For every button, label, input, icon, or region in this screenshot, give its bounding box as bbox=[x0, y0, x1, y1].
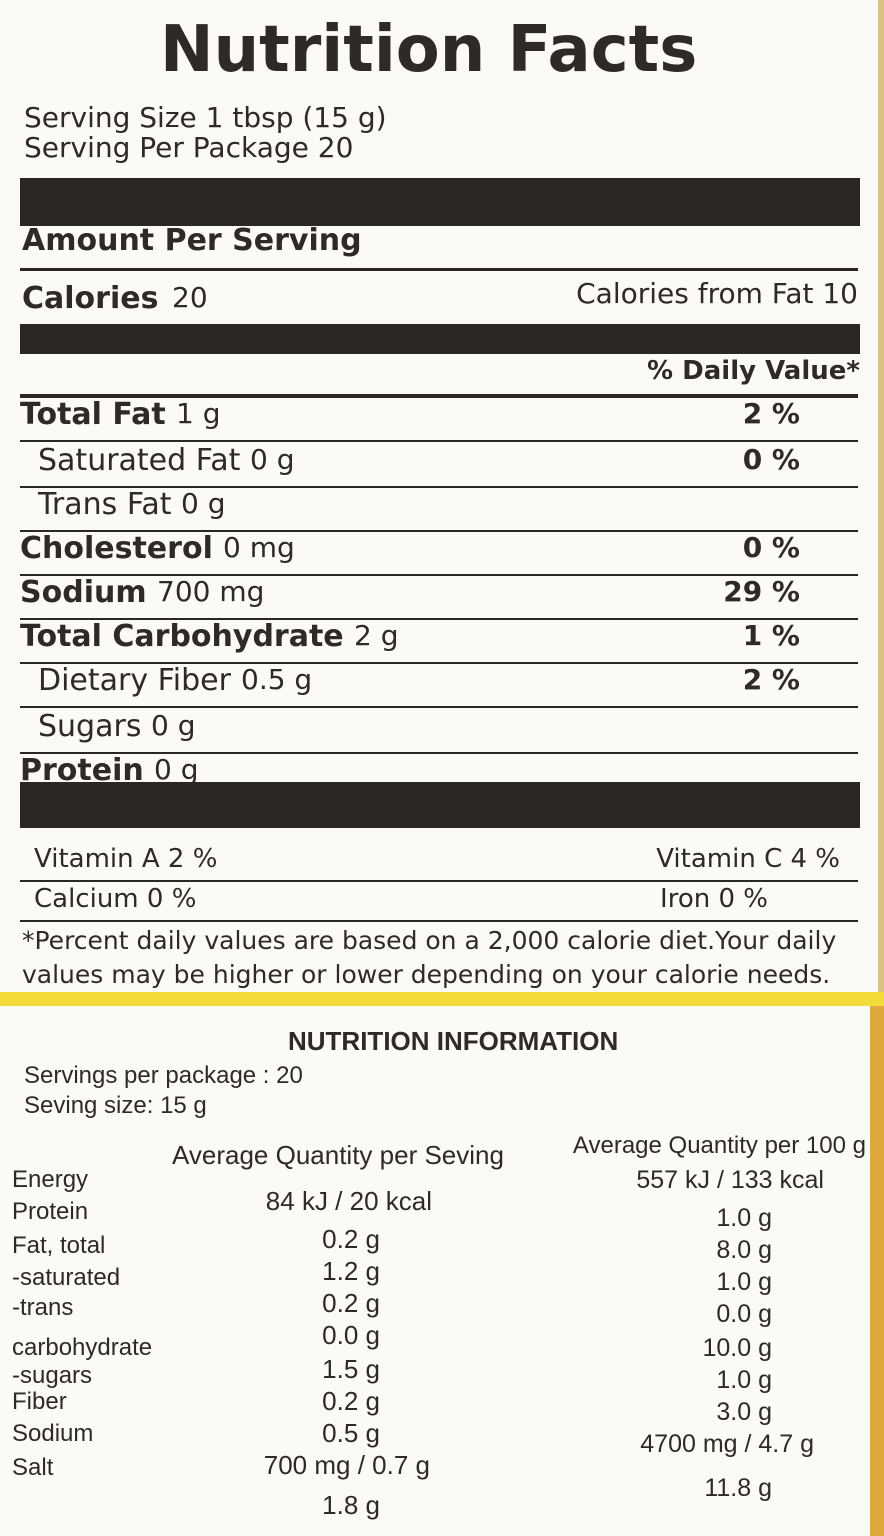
per-serving: 0.0 g bbox=[322, 1320, 380, 1350]
nutrient-name: Dietary Fiber bbox=[38, 663, 231, 698]
daily-value: 0 % bbox=[742, 531, 800, 564]
daily-value: 29 % bbox=[723, 575, 800, 608]
vitamin: Vitamin C 4 % bbox=[656, 844, 840, 874]
nutrient-name: Cholesterol bbox=[20, 531, 213, 566]
rule bbox=[20, 394, 858, 398]
rule bbox=[20, 618, 858, 620]
daily-value: 2 % bbox=[742, 663, 800, 696]
info-label: carbohydrate bbox=[12, 1334, 153, 1361]
rule bbox=[20, 440, 858, 442]
vitamin: Iron 0 % bbox=[660, 884, 768, 914]
per-serving: 1.5 g bbox=[322, 1354, 380, 1384]
calories-value: 20 bbox=[172, 281, 208, 314]
info-label: Energy bbox=[12, 1166, 89, 1193]
black-bar bbox=[20, 324, 860, 354]
per-serving: 700 mg / 0.7 g bbox=[263, 1450, 430, 1480]
nutrient-amount: 1 g bbox=[176, 397, 221, 430]
nutrient-amount: 0 g bbox=[151, 709, 196, 742]
per-serving: 0.2 g bbox=[322, 1224, 380, 1254]
per-100g: 8.0 g bbox=[716, 1236, 772, 1264]
nutrient-name: Trans Fat bbox=[38, 487, 172, 522]
rule bbox=[20, 706, 858, 708]
info-label: -trans bbox=[12, 1294, 74, 1321]
nutrient-name: Total Fat bbox=[20, 397, 166, 432]
info-label: Fat, total bbox=[12, 1232, 106, 1259]
serving-size: Serving Size 1 tbsp (15 g) bbox=[24, 101, 387, 134]
per-100g: 1.0 g bbox=[716, 1268, 772, 1296]
rule bbox=[20, 920, 858, 922]
nutrient-name: Sugars bbox=[38, 709, 142, 744]
per-100g: 3.0 g bbox=[716, 1398, 772, 1426]
black-bar bbox=[20, 782, 860, 828]
nutrient-amount: 0 mg bbox=[223, 531, 295, 564]
per-100g: 11.8 g bbox=[704, 1474, 772, 1502]
per-100g: 4700 mg / 4.7 g bbox=[640, 1430, 814, 1458]
nutrient-amount: 0.5 g bbox=[241, 663, 313, 696]
per-100g: 0.0 g bbox=[716, 1300, 772, 1328]
nutrient-name: Protein bbox=[20, 753, 144, 788]
rule bbox=[20, 752, 858, 754]
daily-value: 0 % bbox=[742, 443, 800, 476]
per-serving: 1.8 g bbox=[322, 1490, 380, 1520]
nutrient-amount: 0 g bbox=[154, 753, 199, 786]
servings-per-package: Serving Per Package 20 bbox=[24, 131, 354, 164]
nutrient-amount: 700 mg bbox=[157, 575, 265, 608]
info-serving-size: Seving size: 15 g bbox=[24, 1092, 207, 1119]
col-header: Average Quantity per Seving bbox=[172, 1140, 504, 1170]
per-100g: 1.0 g bbox=[716, 1204, 772, 1232]
footnote: *Percent daily values are based on a 2,0… bbox=[22, 926, 837, 955]
rule bbox=[20, 662, 858, 664]
rule bbox=[20, 880, 858, 882]
info-label: Salt bbox=[12, 1454, 54, 1481]
per-100g: 557 kJ / 133 kcal bbox=[636, 1166, 824, 1194]
yellow-band bbox=[0, 992, 884, 1006]
info-label: -saturated bbox=[12, 1264, 121, 1291]
col-header: Average Quantity per 100 g bbox=[572, 1132, 866, 1159]
nutrient-amount: 0 g bbox=[250, 443, 295, 476]
per-serving: 0.2 g bbox=[322, 1386, 380, 1416]
info-title: NUTRITION INFORMATION bbox=[288, 1026, 619, 1056]
per-serving: 1.2 g bbox=[322, 1256, 380, 1286]
calories-label: Calories bbox=[22, 281, 159, 316]
black-bar bbox=[20, 178, 860, 226]
nutrient-name: Total Carbohydrate bbox=[20, 619, 344, 654]
vitamin: Calcium 0 % bbox=[34, 884, 197, 914]
per-100g: 10.0 g bbox=[702, 1334, 772, 1362]
rule bbox=[20, 268, 858, 271]
nutrient-name: Sodium bbox=[20, 575, 147, 610]
per-serving: 84 kJ / 20 kcal bbox=[265, 1186, 432, 1216]
amount-per-serving: Amount Per Serving bbox=[22, 223, 362, 258]
daily-value: 1 % bbox=[742, 619, 800, 652]
calories-from-fat: Calories from Fat 10 bbox=[576, 277, 858, 310]
nutrient-name: Saturated Fat bbox=[38, 443, 241, 478]
info-label: -sugars bbox=[12, 1362, 93, 1389]
rule bbox=[20, 486, 858, 488]
info-servings: Servings per package : 20 bbox=[24, 1062, 303, 1089]
daily-value-header: % Daily Value* bbox=[647, 356, 860, 386]
rule bbox=[20, 574, 858, 576]
info-label: Protein bbox=[12, 1198, 89, 1225]
info-label: Sodium bbox=[12, 1420, 94, 1447]
info-label: Fiber bbox=[12, 1388, 67, 1415]
nutrient-amount: 2 g bbox=[354, 619, 399, 652]
vitamin: Vitamin A 2 % bbox=[34, 844, 218, 874]
per-serving: 0.5 g bbox=[322, 1418, 380, 1448]
info-panel bbox=[0, 1006, 870, 1536]
footnote: values may be higher or lower depending … bbox=[22, 960, 831, 989]
rule bbox=[20, 530, 858, 532]
per-serving: 0.2 g bbox=[322, 1288, 380, 1318]
per-100g: 1.0 g bbox=[716, 1366, 772, 1394]
title: Nutrition Facts bbox=[160, 13, 698, 87]
nutrient-amount: 0 g bbox=[181, 487, 226, 520]
daily-value: 2 % bbox=[742, 397, 800, 430]
